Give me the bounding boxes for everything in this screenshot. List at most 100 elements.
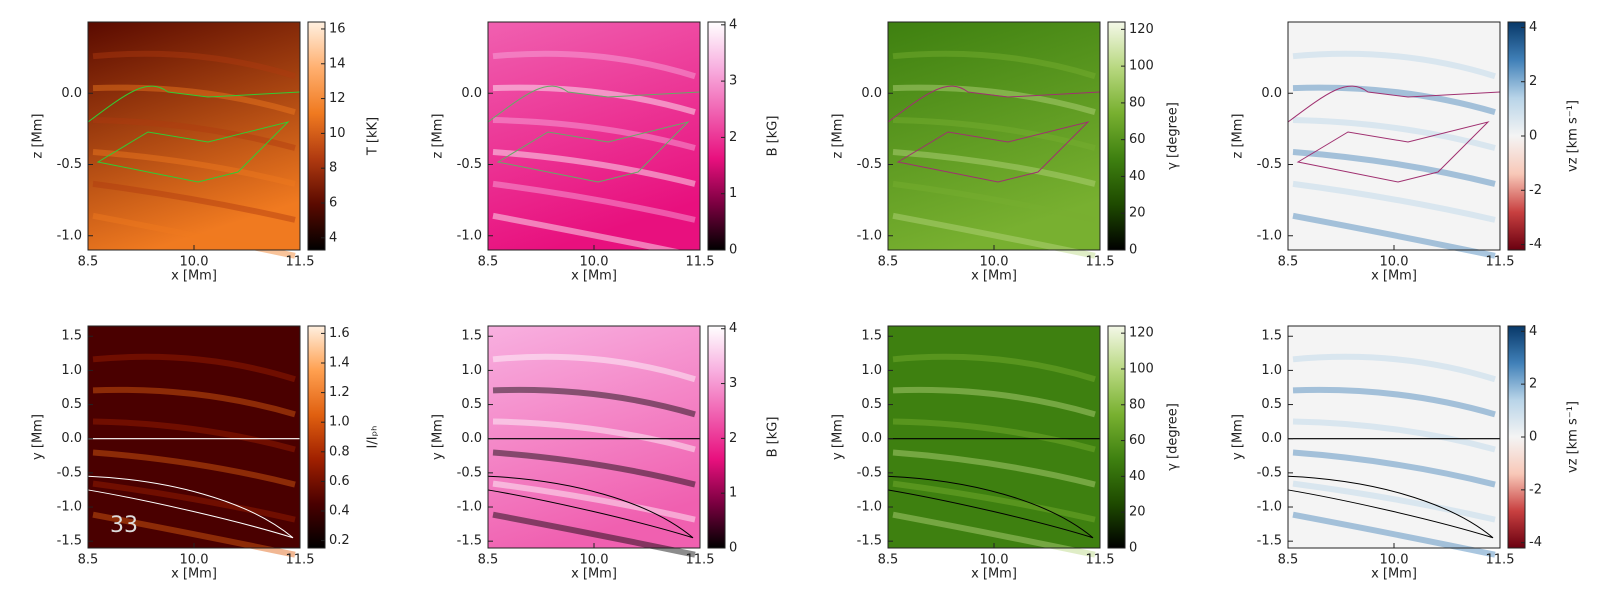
colorbar-tick-label: 3 [729,74,737,89]
y-tick-label: 1.0 [61,363,82,378]
y-tick-label: -0.5 [57,157,82,172]
colorbar-tick-label: 0 [729,243,737,258]
colorbar-tick-label: 20 [1129,505,1146,520]
colorbar-tick-label: 4 [1529,324,1537,339]
x-axis-label: x [Mm] [171,269,217,284]
colorbar-tick-label: 120 [1129,22,1154,37]
y-tick-label: 1.0 [461,363,482,378]
colorbar-tick-label: 1.4 [329,356,350,371]
texture [1292,511,1496,558]
y-axis-label: y [Mm] [1231,414,1246,460]
texture [1292,148,1496,187]
texture [1292,353,1496,383]
y-axis-label: y [Mm] [31,414,46,460]
colorbar-tick-label: 2 [729,431,737,446]
colorbar-tick-label: 8 [329,161,337,176]
colorbar-tick-label: 100 [1129,59,1154,74]
x-tick-label: 10.0 [980,553,1009,568]
y-tick-label: -1.0 [457,228,482,243]
image-panel [1288,326,1500,548]
y-tick-label: 1.0 [1261,363,1282,378]
colorbar-tick-label: 14 [329,56,346,71]
x-axis-label: x [Mm] [1371,567,1417,582]
colorbar-tick-label: 1 [729,186,737,201]
y-tick-label: -1.0 [857,228,882,243]
x-axis-label: x [Mm] [971,269,1017,284]
x-tick-label: 11.5 [1486,255,1515,270]
x-tick-label: 10.0 [980,255,1009,270]
colorbar-tick-label: 120 [1129,326,1154,341]
x-tick-label: 10.0 [180,255,209,270]
texture [1292,418,1496,453]
y-tick-label: -1.5 [857,534,882,549]
colorbar-tick-label: 1.2 [329,385,350,400]
x-axis-label: x [Mm] [1371,269,1417,284]
y-tick-label: 1.0 [861,363,882,378]
y-tick-label: 0.5 [861,397,882,412]
x-tick-label: 11.5 [686,553,715,568]
image-panel [488,22,700,250]
colorbar-tick-label: 60 [1129,433,1146,448]
colorbar-tick-label: 0 [1529,430,1537,445]
colorbar-tick-label: 2 [1529,377,1537,392]
colorbar-label: T [kK] [366,117,381,156]
y-tick-label: -1.0 [1257,228,1282,243]
colorbar-tick-label: 80 [1129,397,1146,412]
texture [492,418,696,453]
y-tick-label: -1.0 [457,500,482,515]
y-axis-label: z [Mm] [1231,114,1246,159]
x-axis-label: x [Mm] [571,567,617,582]
colorbar-tick-label: 0.8 [329,444,350,459]
y-tick-label: 1.5 [1261,329,1282,344]
y-tick-label: -1.5 [57,534,82,549]
contour [487,85,701,183]
colorbar [707,325,726,549]
y-tick-label: 0.5 [61,397,82,412]
texture [492,212,696,259]
x-tick-label: 8.5 [878,553,899,568]
texture [892,117,1096,151]
y-axis-label: y [Mm] [831,414,846,460]
y-tick-label: -1.0 [1257,500,1282,515]
x-tick-label: 8.5 [78,553,99,568]
y-tick-label: 0.0 [61,431,82,446]
panel-annotation: 33 [110,513,138,538]
colorbar-tick-label: 1.6 [329,326,350,341]
colorbar-tick-label: 3 [729,376,737,391]
x-tick-label: 11.5 [686,255,715,270]
colorbar [307,21,326,251]
texture [892,511,1096,558]
x-tick-label: 11.5 [1086,553,1115,568]
texture [892,212,1096,259]
y-tick-label: -1.0 [57,500,82,515]
colorbar-tick-label: 10 [329,126,346,141]
texture [92,449,296,488]
image-panel [1288,22,1500,250]
y-tick-label: -1.0 [57,228,82,243]
colorbar-tick-label: 0.2 [329,533,350,548]
colorbar-tick-label: 1.0 [329,415,350,430]
colorbar-label: vz [km s⁻¹] [1566,100,1581,172]
y-tick-label: 0.5 [1261,397,1282,412]
x-tick-label: 10.0 [1380,255,1409,270]
texture [1292,449,1496,488]
colorbar-tick-label: 1 [729,486,737,501]
contour [1287,475,1494,539]
texture [892,84,1096,116]
colorbar-tick-label: 0.4 [329,504,350,519]
colorbar-tick-label: -4 [1529,237,1542,252]
y-tick-label: 0.5 [461,397,482,412]
texture [892,148,1096,187]
colorbar-tick-label: 80 [1129,95,1146,110]
x-tick-label: 10.0 [580,553,609,568]
x-tick-label: 11.5 [1486,553,1515,568]
x-tick-label: 10.0 [1380,553,1409,568]
colorbar-tick-label: 4 [729,321,737,336]
image-panel [888,22,1100,250]
image-panel [488,326,700,548]
y-tick-label: -1.5 [457,534,482,549]
y-axis-label: z [Mm] [31,114,46,159]
x-tick-label: 10.0 [580,255,609,270]
texture [892,386,1096,418]
y-tick-label: -0.5 [857,465,882,480]
